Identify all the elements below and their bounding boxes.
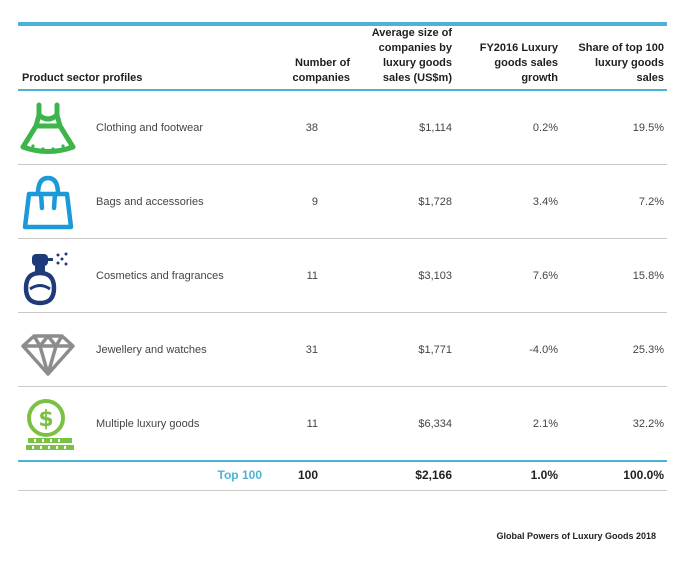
total-growth: 1.0% xyxy=(530,468,558,482)
row-share: 32.2% xyxy=(632,418,664,430)
dollar-coin-icon: $ xyxy=(18,394,78,454)
row-label: Multiple luxury goods xyxy=(96,418,200,430)
table-row: Clothing and footwear 38 $1,114 0.2% 19.… xyxy=(18,92,667,165)
row-growth: 7.6% xyxy=(532,270,558,282)
table-row: $ Multiple luxury goods 11 $6,334 2.1% 3… xyxy=(18,388,667,461)
total-row: Top 100 100 $2,166 1.0% 100.0% xyxy=(18,462,667,490)
row-label: Clothing and footwear xyxy=(96,122,204,134)
header-share: Share of top 100 luxury goods sales xyxy=(578,42,664,84)
row-growth: -4.0% xyxy=(529,344,558,356)
row-divider xyxy=(18,386,667,387)
diamond-icon xyxy=(18,320,78,380)
header-growth: FY2016 Luxury goods sales growth xyxy=(479,42,558,84)
table-bottom-rule xyxy=(18,490,667,491)
svg-text:$: $ xyxy=(38,407,53,432)
table-header: Product sector profiles Number of compan… xyxy=(18,27,667,88)
row-avg: $6,334 xyxy=(418,418,452,430)
dress-icon xyxy=(18,98,78,158)
row-number: 31 xyxy=(305,344,318,356)
row-divider xyxy=(18,164,667,165)
row-label: Jewellery and watches xyxy=(96,344,207,356)
row-divider xyxy=(18,312,667,313)
handbag-icon xyxy=(18,172,78,232)
table-row: Cosmetics and fragrances 11 $3,103 7.6% … xyxy=(18,240,667,313)
footer-source: Global Powers of Luxury Goods 2018 xyxy=(496,531,656,541)
total-share: 100.0% xyxy=(623,468,664,482)
row-number: 9 xyxy=(311,196,318,208)
row-share: 19.5% xyxy=(632,122,664,134)
row-label: Bags and accessories xyxy=(96,196,204,208)
row-avg: $1,114 xyxy=(419,122,452,134)
row-number: 11 xyxy=(306,270,318,282)
row-growth: 0.2% xyxy=(532,122,558,134)
header-number: Number of companies xyxy=(292,57,350,84)
header-avg: Average size of companies by luxury good… xyxy=(371,27,452,84)
total-number: 100 xyxy=(297,468,318,482)
row-share: 7.2% xyxy=(638,196,664,208)
row-share: 25.3% xyxy=(632,344,664,356)
row-avg: $1,728 xyxy=(418,196,452,208)
row-avg: $3,103 xyxy=(418,270,452,282)
header-sector: Product sector profiles xyxy=(22,72,143,84)
table-row: Jewellery and watches 31 $1,771 -4.0% 25… xyxy=(18,314,667,387)
row-growth: 2.1% xyxy=(532,418,558,430)
perfume-bottle-icon xyxy=(18,246,78,306)
row-number: 11 xyxy=(306,418,318,430)
header-rule xyxy=(18,89,667,91)
total-avg: $2,166 xyxy=(415,468,452,482)
row-avg: $1,771 xyxy=(418,344,452,356)
row-divider xyxy=(18,238,667,239)
table-row: Bags and accessories 9 $1,728 3.4% 7.2% xyxy=(18,166,667,239)
row-label: Cosmetics and fragrances xyxy=(96,270,224,282)
row-number: 38 xyxy=(305,122,318,134)
row-share: 15.8% xyxy=(632,270,664,282)
row-growth: 3.4% xyxy=(532,196,558,208)
top-rule xyxy=(18,22,667,26)
total-label: Top 100 xyxy=(217,468,262,482)
total-rule xyxy=(18,460,667,462)
